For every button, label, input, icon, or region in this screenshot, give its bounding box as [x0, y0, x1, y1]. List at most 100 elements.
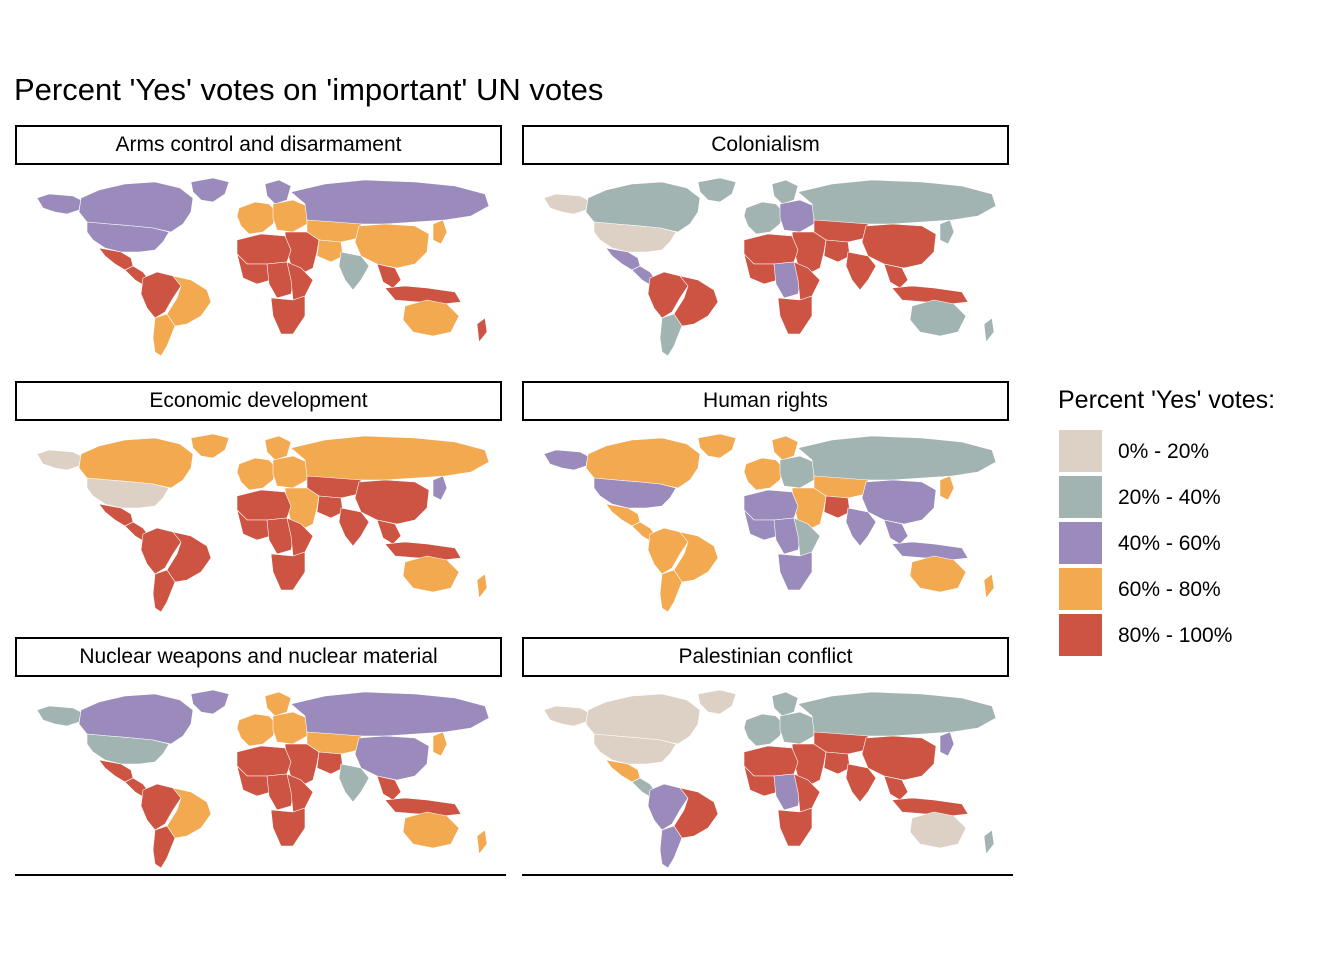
region-nz: [476, 829, 488, 855]
region-china: [354, 223, 430, 269]
region-indo: [384, 541, 462, 561]
region-russia: [797, 435, 997, 481]
legend-key-60-80: [1059, 568, 1102, 610]
region-greenland: [697, 433, 737, 459]
region-japan: [939, 475, 955, 501]
region-alaska: [36, 193, 82, 215]
region-china: [354, 479, 430, 525]
region-russia: [290, 435, 490, 481]
region-nafr: [743, 233, 799, 265]
region-alaska: [543, 705, 589, 727]
region-brazil: [673, 787, 719, 839]
region-scand: [264, 179, 292, 205]
region-aus: [909, 299, 967, 337]
region-usa: [86, 477, 170, 509]
region-indo: [384, 797, 462, 817]
region-brazil: [166, 531, 212, 583]
legend-label-20-40: 20% - 40%: [1118, 486, 1221, 509]
region-aus: [909, 811, 967, 849]
region-scand: [264, 435, 292, 461]
region-sam-n: [140, 527, 182, 575]
legend-key-0-20: [1059, 430, 1102, 472]
region-usa: [593, 221, 677, 253]
region-sam-n: [647, 783, 689, 831]
region-sam-s: [152, 569, 176, 613]
region-sam-n: [140, 783, 182, 831]
region-scand: [264, 691, 292, 717]
region-eur-w: [743, 713, 785, 747]
region-scand: [771, 691, 799, 717]
region-greenland: [190, 689, 230, 715]
region-russia: [290, 691, 490, 737]
region-eur-e: [272, 455, 308, 489]
region-eur-w: [743, 457, 785, 491]
region-china: [861, 479, 937, 525]
region-eur-w: [236, 713, 278, 747]
region-india: [338, 251, 370, 291]
world-map-palestinian-conflict: [543, 689, 997, 869]
region-alaska: [36, 705, 82, 727]
region-usa: [86, 221, 170, 253]
region-iran: [823, 751, 851, 775]
world-map-human-rights: [543, 433, 997, 613]
region-iran: [823, 239, 851, 263]
region-india: [845, 763, 877, 803]
region-safr: [270, 295, 306, 335]
facet-label: Palestinian conflict: [678, 645, 853, 668]
region-eur-w: [743, 201, 785, 235]
region-safr: [777, 295, 813, 335]
region-sam-n: [647, 527, 689, 575]
legend-key-40-60: [1059, 522, 1102, 564]
region-brazil: [673, 531, 719, 583]
region-nz: [983, 829, 995, 855]
region-aus: [909, 555, 967, 593]
region-aus: [402, 555, 460, 593]
region-scand: [771, 179, 799, 205]
legend-key-20-40: [1059, 476, 1102, 518]
facet-label: Colonialism: [711, 133, 820, 156]
region-sam-s: [152, 825, 176, 869]
region-eur-w: [236, 201, 278, 235]
region-scand: [771, 435, 799, 461]
legend-label-60-80: 60% - 80%: [1118, 578, 1221, 601]
legend-label-80-100: 80% - 100%: [1118, 624, 1233, 647]
region-india: [338, 763, 370, 803]
axis-line-left: [15, 874, 506, 876]
region-greenland: [190, 177, 230, 203]
region-seasia: [376, 519, 402, 545]
region-safr: [777, 807, 813, 847]
plot-title: Percent 'Yes' votes on 'important' UN vo…: [14, 72, 604, 107]
world-map-colonialism: [543, 177, 997, 357]
region-japan: [939, 219, 955, 245]
region-indo: [891, 285, 969, 305]
facet-label: Arms control and disarmament: [115, 133, 402, 156]
region-nz: [476, 573, 488, 599]
region-china: [861, 223, 937, 269]
region-china: [861, 735, 937, 781]
region-brazil: [166, 275, 212, 327]
region-iran: [823, 495, 851, 519]
facet-label: Human rights: [703, 389, 828, 412]
region-eur-e: [779, 455, 815, 489]
facet-strip-human-rights: Human rights: [522, 381, 1009, 421]
region-japan: [432, 731, 448, 757]
region-nafr: [743, 745, 799, 777]
region-japan: [432, 475, 448, 501]
region-russia: [797, 691, 997, 737]
facet-label: Nuclear weapons and nuclear material: [79, 645, 438, 668]
region-greenland: [697, 689, 737, 715]
region-alaska: [36, 449, 82, 471]
legend-label-40-60: 40% - 60%: [1118, 532, 1221, 555]
legend-key-80-100: [1059, 614, 1102, 656]
region-iran: [316, 495, 344, 519]
region-safr: [270, 807, 306, 847]
world-map-economic-development: [36, 433, 490, 613]
region-eur-w: [236, 457, 278, 491]
region-iran: [316, 239, 344, 263]
region-india: [845, 251, 877, 291]
region-sam-s: [659, 569, 683, 613]
region-nafr: [743, 489, 799, 521]
region-nz: [476, 317, 488, 343]
facet-strip-arms-control: Arms control and disarmament: [15, 125, 502, 165]
region-aus: [402, 811, 460, 849]
